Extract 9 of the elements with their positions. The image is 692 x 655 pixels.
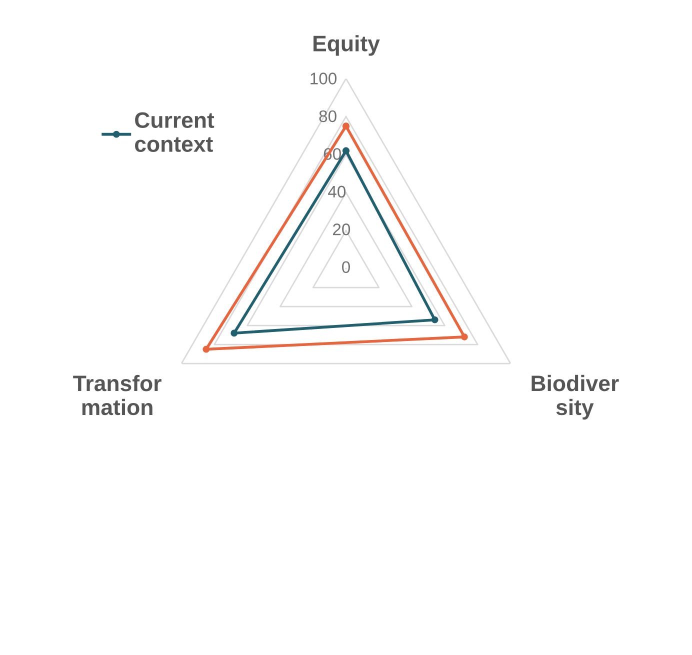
- y-tick-label: 40: [328, 186, 346, 198]
- spoke-label: Biodiver sity: [532, 374, 619, 420]
- spoke-label: Equity: [314, 35, 380, 56]
- y-tick-label: 80: [319, 110, 336, 122]
- y-tick-label: 20: [333, 224, 350, 236]
- y-tick-label: 100: [310, 72, 337, 84]
- legend-label: Current context: [135, 112, 214, 152]
- y-tick-label: 0: [342, 261, 350, 274]
- spoke-label: Transfor mation: [73, 374, 162, 416]
